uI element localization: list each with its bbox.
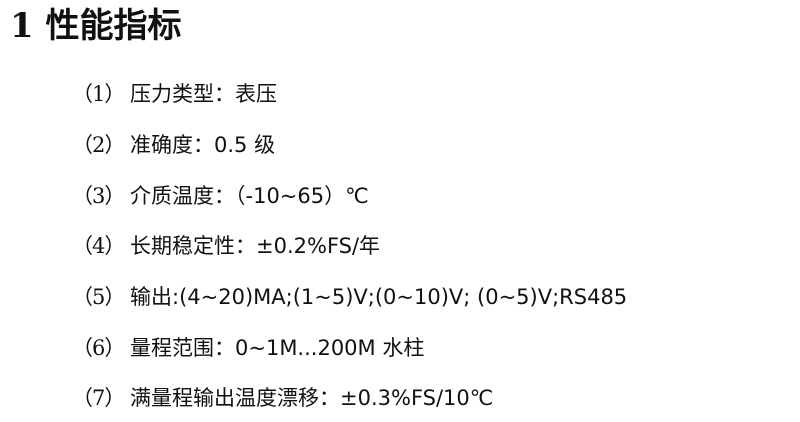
item-text: 量程范围：0~1M...200M 水柱 [130,336,425,360]
spec-item: （6） 量程范围：0~1M...200M 水柱 [72,333,424,363]
spec-item: （7） 满量程输出温度漂移：±0.3%FS/10℃ [72,383,493,413]
spec-item: （5） 输出:(4~20)MA;(1~5)V;(0~10)V; (0~5)V;RS… [72,282,627,312]
spec-item: （2） 准确度：0.5 级 [72,130,275,160]
item-number: （1） [72,82,125,106]
section-title: 1 性能指标 [10,6,182,46]
item-number: （4） [72,234,125,258]
item-number: （6） [72,336,125,360]
spec-item: （4） 长期稳定性：±0.2%FS/年 [72,231,380,261]
item-number: （2） [72,133,125,157]
item-text: 介质温度：（-10~65）℃ [130,184,369,208]
item-number: （7） [72,386,125,410]
item-number: （3） [72,184,125,208]
spec-item: （3） 介质温度：（-10~65）℃ [72,181,369,211]
item-text: 满量程输出温度漂移：±0.3%FS/10℃ [130,386,494,410]
item-text: 长期稳定性：±0.2%FS/年 [130,234,381,258]
item-number: （5） [72,285,125,309]
item-text: 输出:(4~20)MA;(1~5)V;(0~10)V; (0~5)V;RS485 [130,285,628,309]
spec-item: （1） 压力类型：表压 [72,79,277,109]
item-text: 压力类型：表压 [130,82,277,106]
item-text: 准确度：0.5 级 [130,133,276,157]
